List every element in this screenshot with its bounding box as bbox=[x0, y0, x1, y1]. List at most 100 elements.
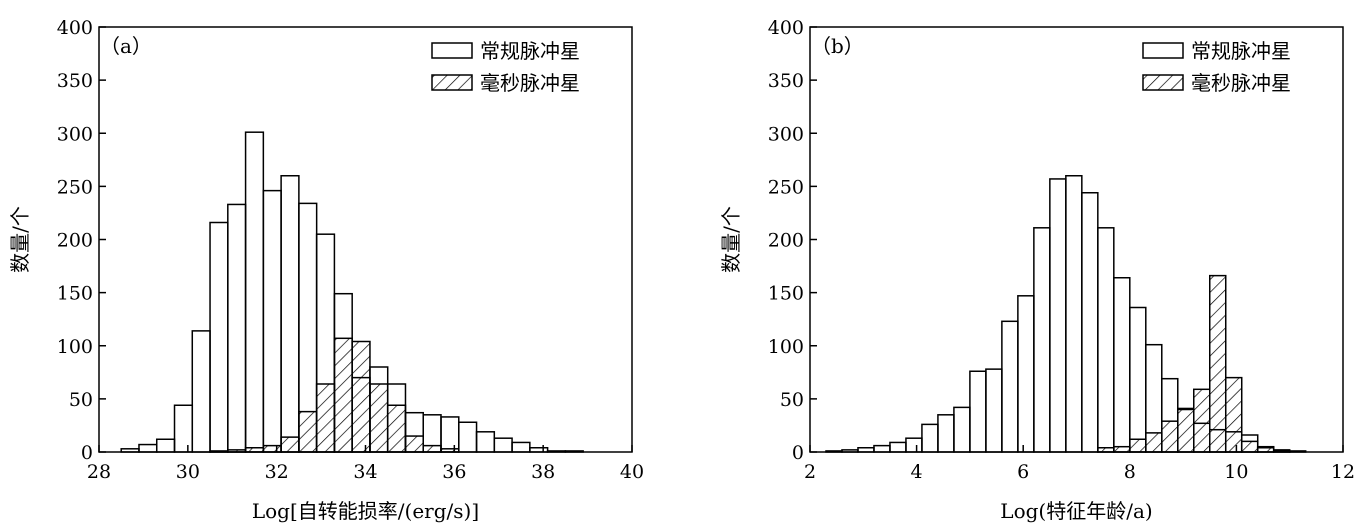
bar-normal-a-6 bbox=[227, 203, 247, 453]
y-tick-label-a-350: 350 bbox=[57, 70, 93, 92]
bar-normal-b-4 bbox=[889, 441, 907, 453]
x-tick-label-a-30: 30 bbox=[176, 461, 200, 483]
bar-normal-a-20 bbox=[475, 431, 496, 453]
bar-millisecond-a-11 bbox=[404, 435, 424, 453]
bar-normal-b-12 bbox=[1017, 295, 1035, 453]
bar-normal-a-21 bbox=[493, 437, 513, 453]
y-tick-label-b-50: 50 bbox=[780, 389, 804, 411]
legend-label-normal-a: 常规脉冲星 bbox=[480, 39, 580, 63]
bar-millisecond-a-10 bbox=[386, 404, 407, 453]
legend-swatch-millisecond-b bbox=[1142, 74, 1184, 91]
bar-normal-b-8 bbox=[953, 406, 971, 453]
bar-millisecond-b-5 bbox=[1177, 408, 1195, 453]
y-tick-label-a-400: 400 bbox=[57, 17, 93, 39]
y-tick-label-b-0: 0 bbox=[792, 442, 804, 464]
x-tick-label-b-6: 6 bbox=[1017, 461, 1029, 483]
bar-normal-a-1 bbox=[138, 443, 158, 453]
bar-normal-a-4 bbox=[191, 330, 211, 453]
bar-normal-a-9 bbox=[280, 175, 300, 453]
legend-a: 常规脉冲星 毫秒脉冲星 bbox=[431, 39, 580, 95]
bar-millisecond-b-7 bbox=[1209, 274, 1227, 453]
x-tick-label-b-8: 8 bbox=[1124, 461, 1136, 483]
legend-label-millisecond-a: 毫秒脉冲星 bbox=[480, 71, 580, 95]
x-tick-label-b-12: 12 bbox=[1331, 461, 1355, 483]
panel-b: 2 4 6 8 10 12 0 50 100 150 200 250 300 350 400 （b） Lo… bbox=[719, 17, 1355, 523]
y-tick-label-a-100: 100 bbox=[57, 336, 93, 358]
bar-normal-b-10 bbox=[985, 368, 1003, 453]
x-axis-ticks-b: 2 4 6 8 10 12 bbox=[804, 445, 1355, 483]
bar-millisecond-a-8 bbox=[351, 340, 371, 453]
bar-millisecond-b-1 bbox=[1113, 445, 1131, 453]
y-tick-label-b-250: 250 bbox=[768, 176, 804, 198]
panel-label-a: （a） bbox=[100, 34, 152, 58]
bar-millisecond-b-4 bbox=[1161, 420, 1179, 453]
y-tick-label-a-200: 200 bbox=[57, 230, 93, 252]
legend-swatch-normal-b bbox=[1142, 42, 1184, 59]
bar-normal-b-16 bbox=[1081, 192, 1099, 453]
bar-normal-b-5 bbox=[905, 437, 923, 453]
legend-swatch-millisecond-a bbox=[431, 74, 473, 91]
bar-normal-a-2 bbox=[155, 438, 176, 453]
histogram-bars-b bbox=[825, 175, 1307, 453]
y-tick-label-a-250: 250 bbox=[57, 176, 93, 198]
y-axis-ticks-a: 0 50 100 150 200 250 300 350 400 bbox=[57, 17, 106, 464]
x-tick-label-a-38: 38 bbox=[531, 461, 555, 483]
y-axis-ticks-b: 0 50 100 150 200 250 300 350 400 bbox=[768, 17, 817, 464]
y-tick-label-a-0: 0 bbox=[81, 442, 93, 464]
x-tick-label-a-40: 40 bbox=[620, 461, 644, 483]
bar-millisecond-a-5 bbox=[298, 410, 318, 453]
y-tick-label-b-400: 400 bbox=[768, 17, 804, 39]
x-tick-label-a-36: 36 bbox=[442, 461, 466, 483]
y-tick-label-a-50: 50 bbox=[69, 389, 93, 411]
bar-normal-a-7 bbox=[244, 131, 265, 453]
x-axis-ticks-a: 28 30 32 34 36 38 40 bbox=[87, 445, 644, 483]
bar-normal-b-9 bbox=[969, 370, 987, 453]
bar-millisecond-b-8 bbox=[1224, 376, 1243, 453]
legend-b: 常规脉冲星 毫秒脉冲星 bbox=[1142, 39, 1291, 95]
y-tick-label-b-300: 300 bbox=[768, 123, 804, 145]
bar-millisecond-a-7 bbox=[333, 337, 353, 453]
x-axis-label-b: Log(特征年龄/a) bbox=[1000, 499, 1152, 523]
bar-normal-b-19 bbox=[1129, 306, 1147, 453]
bar-normal-b-14 bbox=[1049, 178, 1067, 453]
bar-millisecond-a-9 bbox=[369, 383, 389, 453]
bar-normal-b-18 bbox=[1113, 277, 1131, 453]
bar-normal-a-8 bbox=[262, 189, 282, 453]
y-tick-label-a-150: 150 bbox=[57, 283, 93, 305]
y-tick-label-a-300: 300 bbox=[57, 123, 93, 145]
legend-label-normal-b: 常规脉冲星 bbox=[1191, 39, 1291, 63]
bar-normal-a-19 bbox=[458, 421, 478, 453]
bar-millisecond-a-4 bbox=[280, 436, 300, 453]
legend-label-millisecond-b: 毫秒脉冲星 bbox=[1191, 71, 1291, 95]
panel-a: 28 30 32 34 36 38 40 050100150200250300350400 … bbox=[8, 17, 644, 523]
bar-normal-a-22 bbox=[511, 441, 531, 453]
y-tick-label-b-200: 200 bbox=[768, 230, 804, 252]
x-tick-label-b-4: 4 bbox=[911, 461, 923, 483]
bar-normal-b-17 bbox=[1097, 227, 1115, 453]
bar-millisecond-a-12 bbox=[422, 444, 442, 453]
bar-normal-b-6 bbox=[921, 423, 939, 453]
panel-label-b: （b） bbox=[811, 34, 864, 58]
bar-millisecond-b-3 bbox=[1145, 432, 1163, 453]
histogram-bars-a bbox=[120, 131, 584, 453]
bar-normal-b-7 bbox=[937, 414, 955, 453]
y-tick-label-b-150: 150 bbox=[768, 283, 804, 305]
x-tick-label-a-32: 32 bbox=[265, 461, 289, 483]
bar-millisecond-b-6 bbox=[1193, 388, 1211, 453]
x-tick-label-a-28: 28 bbox=[87, 461, 111, 483]
bar-millisecond-b-9 bbox=[1240, 440, 1259, 453]
bar-normal-b-11 bbox=[1001, 320, 1019, 453]
x-tick-label-a-34: 34 bbox=[353, 461, 377, 483]
bar-millisecond-a-3 bbox=[262, 444, 282, 453]
bar-normal-b-13 bbox=[1033, 227, 1051, 453]
x-axis-label-a: Log[自转能损率/(erg/s)] bbox=[252, 499, 479, 523]
bar-normal-a-3 bbox=[173, 404, 194, 453]
bar-millisecond-a-6 bbox=[315, 383, 336, 453]
bar-normal-a-18 bbox=[440, 416, 460, 453]
bar-normal-b-15 bbox=[1065, 175, 1083, 453]
y-axis-label-b: 数量/个 bbox=[719, 206, 743, 273]
legend-swatch-normal-a bbox=[431, 42, 473, 59]
x-tick-label-b-2: 2 bbox=[804, 461, 816, 483]
y-tick-label-b-350: 350 bbox=[768, 70, 804, 92]
